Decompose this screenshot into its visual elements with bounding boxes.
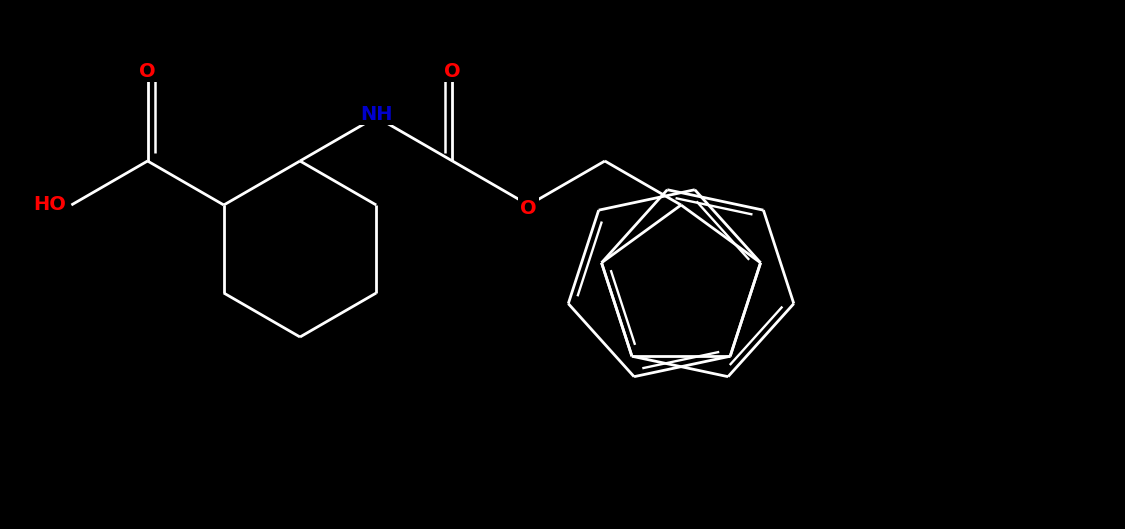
Text: O: O [140, 61, 156, 80]
Text: O: O [444, 61, 461, 80]
Text: O: O [521, 198, 537, 217]
Text: HO: HO [34, 196, 66, 214]
Text: NH: NH [360, 105, 393, 123]
